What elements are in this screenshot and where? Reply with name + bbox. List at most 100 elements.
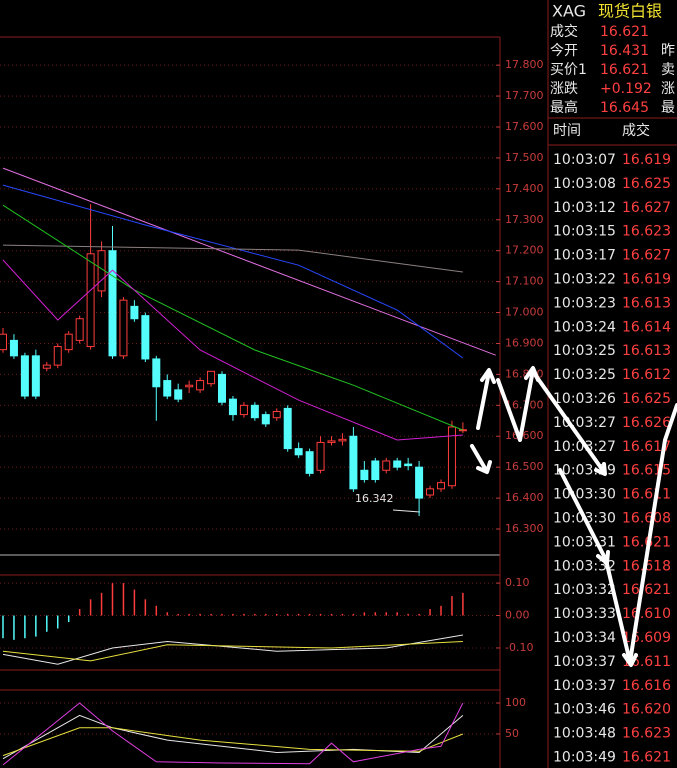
y-tick-label: 0.00 <box>505 609 530 622</box>
trade-time: 10:03:49 <box>553 750 616 766</box>
quote-label: 最高 <box>550 99 578 116</box>
quote-value: 16.431 <box>600 43 649 59</box>
candle-body <box>185 384 194 388</box>
y-tick-label: 17.300 <box>505 213 544 226</box>
candle-body <box>228 398 237 416</box>
indicator-line <box>2 641 463 662</box>
trade-time: 10:03:33 <box>553 606 616 622</box>
y-tick-label: 100 <box>505 696 526 709</box>
candle-body <box>316 441 325 471</box>
candle-body <box>174 389 183 400</box>
candle-body <box>415 466 424 499</box>
trade-time: 10:03:32 <box>553 558 616 574</box>
quote-suffix: 涨 <box>661 81 675 97</box>
y-tick-label: 17.700 <box>505 89 544 102</box>
candle-body <box>349 435 358 490</box>
candle-body <box>9 339 18 357</box>
trade-time: 10:03:25 <box>553 343 616 359</box>
trade-price: 16.621 <box>622 582 671 598</box>
candle-body <box>207 370 216 385</box>
candle-body <box>196 380 205 391</box>
y-tick-label: 17.100 <box>505 275 544 288</box>
candle-body <box>382 460 391 471</box>
candle-body <box>119 299 128 357</box>
trade-price: 16.621 <box>622 750 671 766</box>
candle-body <box>152 358 161 388</box>
y-tick-label: 17.200 <box>505 244 544 257</box>
candle-body <box>447 426 456 487</box>
candle-body <box>218 373 226 403</box>
indicator-line <box>2 184 464 359</box>
y-tick-label: 17.600 <box>505 120 544 133</box>
trade-price: 16.614 <box>622 319 671 335</box>
candle-body <box>86 253 95 348</box>
quote-suffix: 昨 <box>661 43 675 59</box>
candle-body <box>338 438 347 442</box>
trade-price: 16.626 <box>622 415 671 431</box>
candle-body <box>250 404 259 419</box>
trade-price: 16.609 <box>622 630 671 646</box>
candle-body <box>393 460 402 468</box>
y-tick-label: 16.900 <box>505 336 544 349</box>
trade-price: 16.611 <box>622 487 671 503</box>
candle-body <box>261 414 270 425</box>
trade-time: 10:03:12 <box>553 200 616 216</box>
trade-time: 10:03:37 <box>553 654 616 670</box>
trade-time: 10:03:23 <box>553 295 616 311</box>
y-tick-label: 17.000 <box>505 306 544 319</box>
y-tick-label: 16.300 <box>505 522 544 535</box>
trade-price: 16.613 <box>622 295 671 311</box>
indicator-line <box>2 204 464 431</box>
trade-time: 10:03:37 <box>553 678 616 694</box>
trade-price: 16.608 <box>622 511 671 527</box>
trade-time: 10:03:24 <box>553 319 616 335</box>
instrument-name: 现货白银 <box>598 2 662 21</box>
quote-label: 今开 <box>550 43 578 59</box>
trade-price: 16.616 <box>622 678 671 694</box>
trade-price: 16.627 <box>622 200 671 216</box>
symbol: XAG <box>552 2 586 21</box>
trade-time: 10:03:32 <box>553 582 616 598</box>
trade-price: 16.625 <box>622 176 671 192</box>
candle-body <box>53 346 62 366</box>
quote-label: 涨跌 <box>550 81 578 97</box>
trade-price: 16.623 <box>622 224 671 240</box>
quote-label: 成交 <box>550 23 578 40</box>
candle-body <box>20 355 29 397</box>
y-tick-label: 17.500 <box>505 151 544 164</box>
indicator-line <box>2 727 464 757</box>
trade-price: 16.623 <box>622 726 671 742</box>
trade-time: 10:03:17 <box>553 248 616 264</box>
trade-time: 10:03:15 <box>553 224 616 240</box>
quote-value: +0.192 <box>600 81 652 97</box>
trade-time: 10:03:27 <box>553 415 616 431</box>
trade-time: 10:03:26 <box>553 391 616 407</box>
candle-body <box>31 355 40 397</box>
indicator-line <box>2 167 496 356</box>
indicator-line <box>2 702 464 766</box>
annotation-leader <box>392 509 421 513</box>
candle-body <box>426 488 435 496</box>
quote-value: 16.621 <box>600 62 649 78</box>
trade-price: 16.620 <box>622 702 671 718</box>
trade-time: 10:03:48 <box>553 726 616 742</box>
y-tick-label: 16.500 <box>505 460 544 473</box>
y-tick-label: 16.600 <box>505 429 544 442</box>
quote-value: 16.645 <box>600 100 649 116</box>
quote-suffix: 卖 <box>661 62 675 78</box>
indicator-line <box>2 244 463 273</box>
candle-body <box>371 460 380 481</box>
candle-body <box>130 305 139 320</box>
trade-price: 16.619 <box>622 272 671 288</box>
candle-body <box>437 482 445 490</box>
candle-body <box>75 318 84 341</box>
trade-time: 10:03:25 <box>553 367 616 383</box>
trade-price: 16.621 <box>622 534 671 550</box>
candle-body <box>163 380 172 397</box>
y-tick-label: 0.10 <box>505 576 530 589</box>
y-tick-label: 50 <box>505 727 519 740</box>
indicator-line <box>2 259 463 441</box>
candle-body <box>0 333 7 351</box>
